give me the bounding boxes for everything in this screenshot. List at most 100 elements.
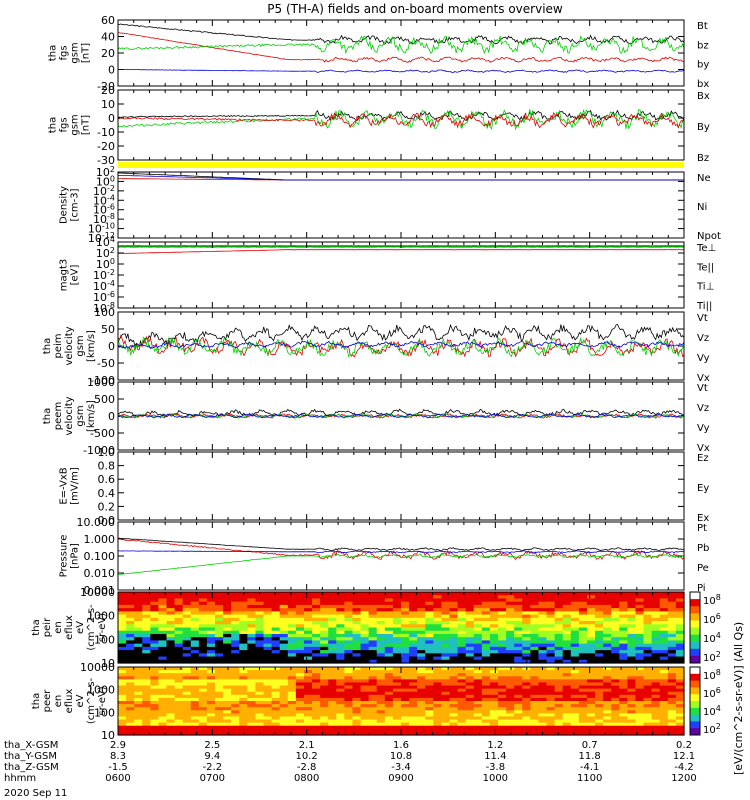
spectrogram-cell <box>166 630 176 635</box>
spectrogram-cell <box>182 697 192 702</box>
spectrogram-cell <box>295 731 305 736</box>
spectrogram-cell <box>150 676 160 680</box>
spectrogram-cell <box>118 670 127 674</box>
spectrogram-cell <box>352 691 362 696</box>
spectrogram-cell <box>328 624 337 629</box>
spectrogram-cell <box>150 667 160 671</box>
spectrogram-cell <box>595 630 604 635</box>
spectrogram-cell <box>619 728 628 733</box>
spectrogram-cell <box>182 707 192 711</box>
spectrogram-cell <box>263 688 273 693</box>
spectrogram-cell <box>401 682 410 687</box>
spectrogram-cell <box>465 598 475 603</box>
spectrogram-cell <box>643 621 653 625</box>
spectrogram-cell <box>522 728 531 733</box>
spectrogram-cell <box>465 701 475 705</box>
spectrogram-cell <box>441 598 451 603</box>
spectrogram-cell <box>643 697 653 702</box>
spectrogram-cell <box>530 604 540 609</box>
spectrogram-cell <box>255 646 265 651</box>
spectrogram-cell <box>142 630 151 635</box>
spectrogram-cell <box>360 722 370 727</box>
x-row-value: -4.2 <box>674 762 694 773</box>
spectrogram-cell <box>667 701 677 705</box>
spectrogram-cell <box>667 598 677 603</box>
spectrogram-cell <box>667 685 677 690</box>
x-row-value: 0.2 <box>676 740 692 751</box>
spectrogram-cell <box>150 719 160 724</box>
spectrogram-cell <box>603 627 612 632</box>
spectrogram-cell <box>433 710 443 714</box>
spectrogram-cell <box>271 601 281 606</box>
spectrogram-cell <box>546 719 556 724</box>
spectrogram-cell <box>627 716 637 721</box>
spectrogram-cell <box>611 691 620 696</box>
spectrogram-cell <box>134 601 143 606</box>
spectrogram-cell <box>376 640 386 645</box>
spectrogram-cell <box>303 691 313 696</box>
spectrogram-cell <box>651 601 661 606</box>
spectrogram-cell <box>215 627 224 632</box>
spectrogram-cell <box>498 601 507 606</box>
spectrogram-cell <box>118 621 127 625</box>
spectrogram-cell <box>465 617 475 622</box>
spectrogram-cell <box>417 725 426 730</box>
spectrogram-cell <box>182 670 192 674</box>
spectrogram-cell <box>473 725 483 730</box>
spectrogram-cell <box>425 725 434 730</box>
spectrogram-cell <box>514 716 523 721</box>
spectrogram-cell <box>473 697 483 702</box>
spectrogram-cell <box>344 604 354 609</box>
spectrogram-cell <box>320 676 329 680</box>
spectrogram-cell <box>409 630 418 635</box>
spectrogram-cell <box>562 713 572 718</box>
x-row-value: 0700 <box>200 773 225 784</box>
spectrogram-cell <box>409 650 418 654</box>
spectrogram-cell <box>619 604 628 609</box>
spectrogram-cell <box>409 707 418 711</box>
spectrogram-cell <box>376 627 386 632</box>
spectrogram-cell <box>142 621 151 625</box>
spectrogram-cell <box>449 624 459 629</box>
spectrogram-cell <box>481 604 491 609</box>
spectrogram-cell <box>150 595 160 600</box>
spectrogram-cell <box>562 592 572 596</box>
spectrogram-cell <box>206 725 216 730</box>
spectrogram-cell <box>595 637 604 642</box>
spectrogram-cell <box>433 592 443 596</box>
spectrogram-cell <box>530 701 540 705</box>
spectrogram-cell <box>578 598 588 603</box>
spectrogram-cell <box>198 673 208 677</box>
spectrogram-cell <box>619 608 628 612</box>
spectrogram-cell <box>223 667 232 671</box>
series-line-Pt <box>117 537 685 552</box>
spectrogram-cell <box>376 650 386 654</box>
colorbar-segment <box>690 648 700 657</box>
spectrogram-cell <box>118 685 127 690</box>
spectrogram-cell <box>352 682 362 687</box>
spectrogram-cell <box>530 667 540 671</box>
spectrogram-cell <box>368 624 378 629</box>
spectrogram-cell <box>619 722 628 727</box>
spectrogram-cell <box>206 716 216 721</box>
spectrogram-cell <box>279 697 289 702</box>
spectrogram-cell <box>360 704 370 708</box>
spectrogram-cell <box>182 728 192 733</box>
spectrogram-cell <box>457 688 467 693</box>
spectrogram-cell <box>352 646 362 651</box>
spectrogram-cell <box>376 685 386 690</box>
spectrogram-cell <box>271 716 281 721</box>
spectrogram-cell <box>312 656 321 661</box>
spectrogram-cell <box>255 643 265 648</box>
spectrogram-cell <box>287 716 297 721</box>
spectrogram-cell <box>247 624 257 629</box>
spectrogram-cell <box>182 627 192 632</box>
spectrogram-cell <box>118 646 127 651</box>
spectrogram-cell <box>255 679 265 684</box>
spectrogram-cell <box>223 601 232 606</box>
spectrogram-cell <box>506 637 515 642</box>
spectrogram-cell <box>320 701 329 705</box>
spectrogram-cell <box>586 728 596 733</box>
y-tick-label: 104 <box>96 235 115 249</box>
spectrogram-cell <box>336 604 345 609</box>
